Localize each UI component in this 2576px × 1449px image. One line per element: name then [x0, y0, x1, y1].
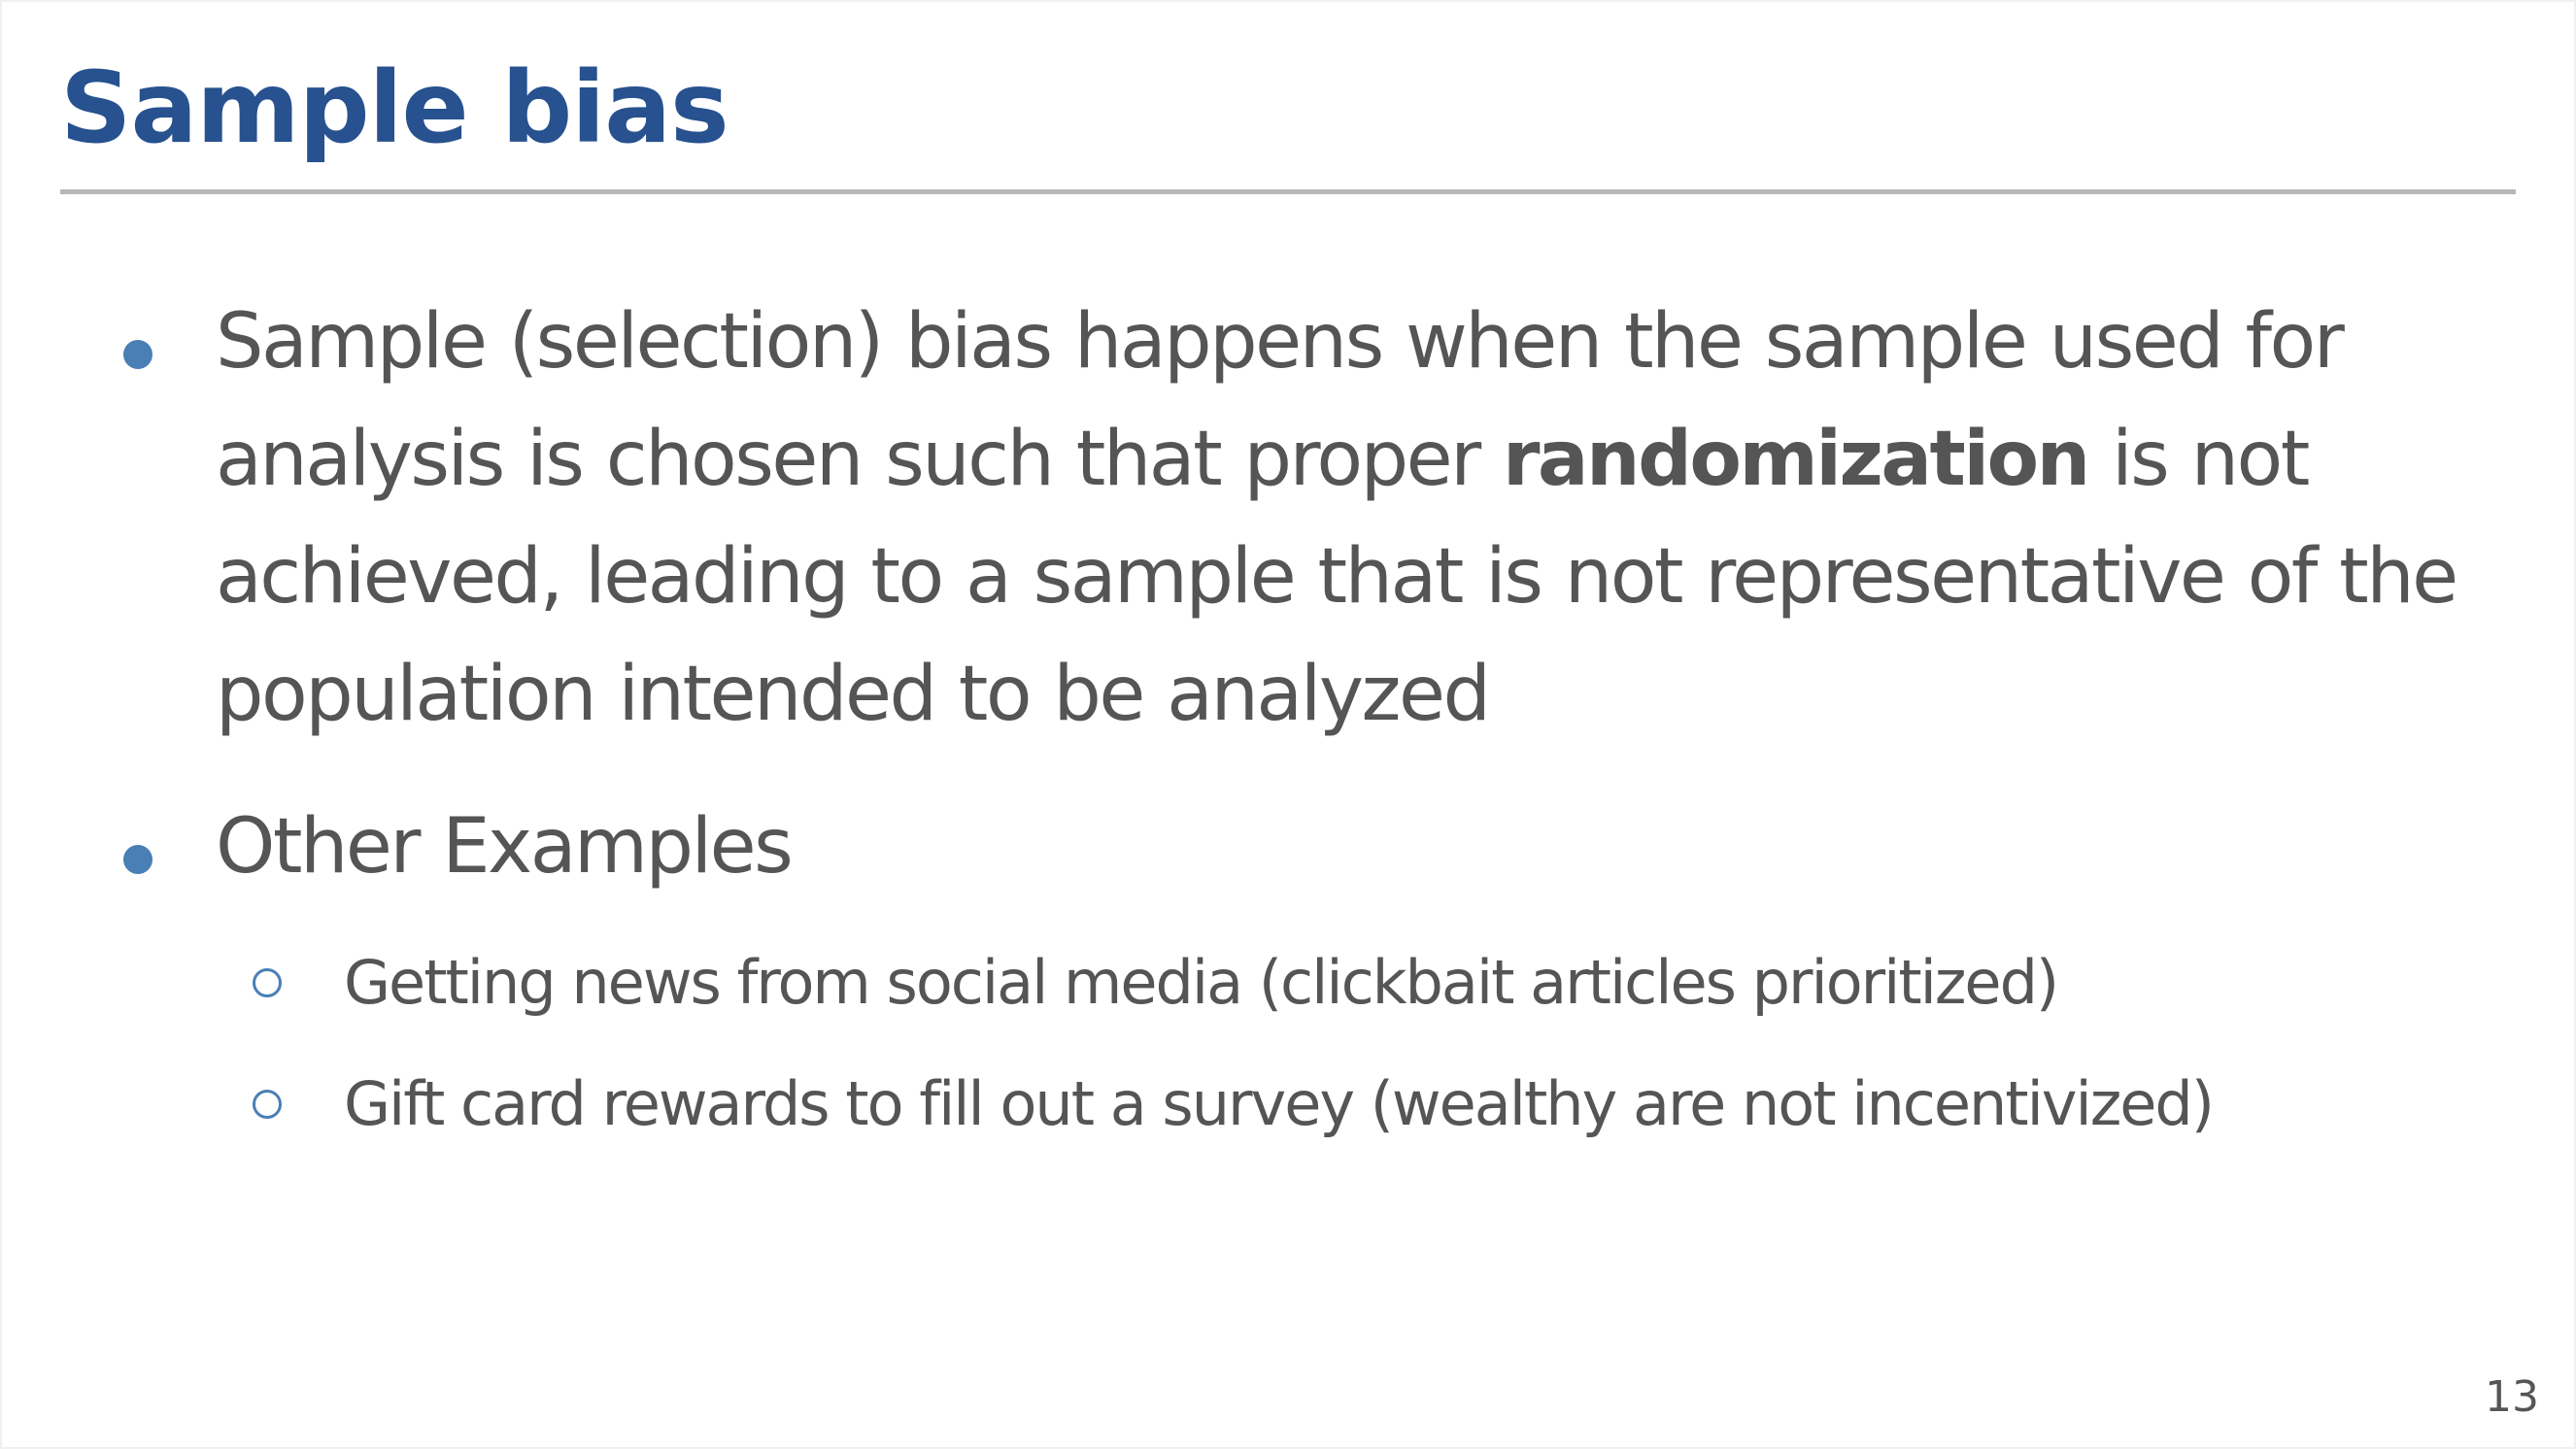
bullet-text-bold: randomization [1502, 416, 2090, 503]
bullet-text: Sample (selection) bias happens when the… [216, 284, 2479, 754]
sub-bullet-text: Getting news from social media (clickbai… [344, 947, 2059, 1018]
bullet-text-part: Sample (selection) bias happens when the… [216, 298, 2345, 503]
bullet-dot-icon [123, 845, 153, 874]
title-divider [60, 189, 2516, 194]
bullet-dot-icon [123, 340, 153, 369]
page-number: 13 [2485, 1372, 2539, 1422]
bullet-text-part: is not achieved, leading to a sample tha… [216, 416, 2458, 738]
sub-bullet-text: Gift card rewards to fill out a survey (… [344, 1068, 2215, 1139]
bullet-text: Other Examples [216, 803, 794, 891]
slide-title: Sample bias [60, 51, 729, 166]
sub-bullet-circle-icon [253, 968, 282, 997]
sub-bullet-circle-icon [253, 1090, 282, 1119]
